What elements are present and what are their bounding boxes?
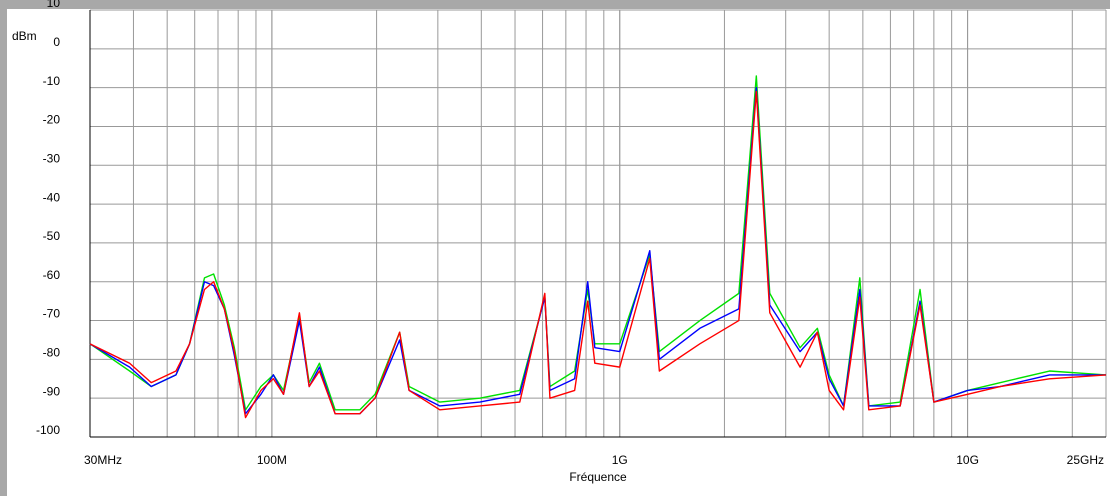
series-line [89,90,1107,419]
y-tick-label: -30 [43,151,61,165]
x-tick-label: 10G [956,453,979,467]
y-tick-label: 10 [47,0,61,10]
x-tick-label: 30MHz [84,453,122,467]
y-tick-label: -10 [43,74,61,88]
panel [7,9,1110,496]
y-tick-label: -50 [43,229,61,243]
x-tick-label: 1G [612,453,628,467]
y-tick-label: -70 [43,307,61,321]
x-axis-label: Fréquence [569,470,627,484]
y-tick-label: -80 [43,346,61,360]
y-axis-label: dBm [12,29,37,43]
x-tick-label: 25GHz [1067,453,1104,467]
y-tick-label: 0 [53,35,60,49]
y-tick-label: -20 [43,113,61,127]
x-tick-label: 100M [257,453,287,467]
y-tick-label: -40 [43,190,61,204]
y-tick-label: -60 [43,268,61,282]
y-tick-label: -100 [36,423,60,437]
y-tick-label: -90 [43,384,61,398]
